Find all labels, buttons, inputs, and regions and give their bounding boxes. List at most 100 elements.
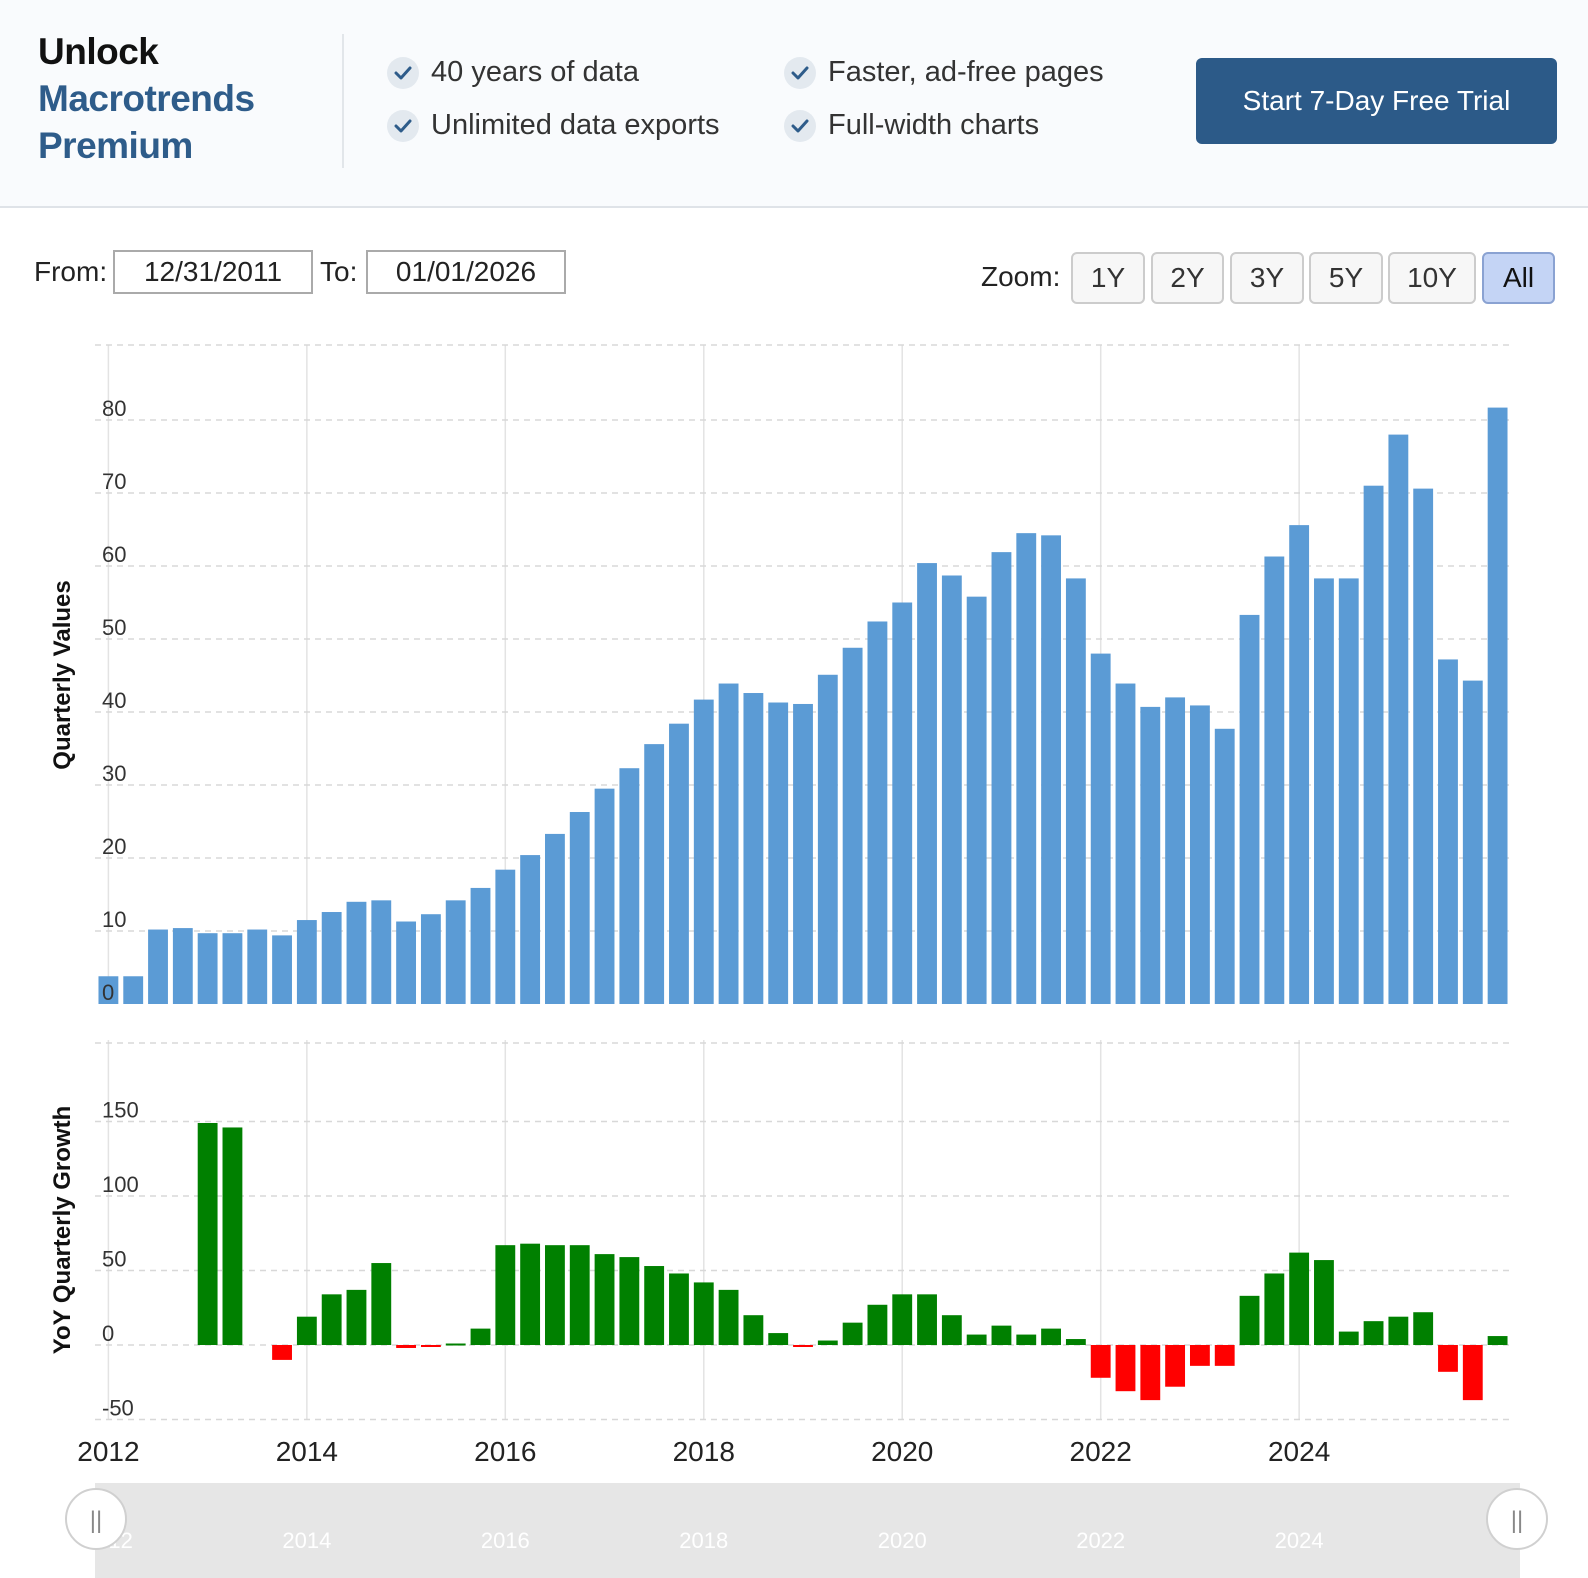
value-bar <box>1165 697 1186 1004</box>
growth-bar <box>644 1266 665 1345</box>
value-bar <box>396 921 417 1004</box>
x-tick-label: 2018 <box>673 1436 735 1467</box>
value-bar <box>1115 683 1136 1004</box>
y-tick-label: 150 <box>102 1098 139 1123</box>
navigator-year-label: 2024 <box>1275 1528 1324 1553</box>
value-bar <box>793 703 813 1004</box>
value-bar <box>842 647 863 1004</box>
value-bar <box>1140 706 1161 1004</box>
value-bar <box>1413 488 1434 1004</box>
value-bar <box>1438 659 1458 1004</box>
growth-bar <box>1041 1328 1061 1345</box>
y-tick-label: 80 <box>102 396 126 421</box>
value-bar <box>98 976 119 1004</box>
x-tick-label: 2022 <box>1070 1436 1132 1467</box>
value-bar <box>247 929 268 1004</box>
to-label: To: <box>320 256 358 287</box>
growth-bar <box>371 1263 392 1345</box>
value-bar <box>1239 614 1260 1004</box>
range-navigator[interactable]: 2012 2014 2016 2018 2020 2022 2024 || || <box>65 1483 1548 1578</box>
growth-bar <box>296 1316 317 1345</box>
banner-divider <box>342 34 344 168</box>
value-bar <box>817 674 838 1004</box>
y-tick-label: 70 <box>102 469 126 494</box>
value-bar <box>272 935 292 1004</box>
from-date-input[interactable]: 12/31/2011 <box>113 250 313 294</box>
growth-bar <box>445 1343 466 1346</box>
to-date-input[interactable]: 01/01/2026 <box>366 250 566 294</box>
growth-bar <box>1140 1345 1161 1401</box>
value-bar <box>470 887 491 1004</box>
growth-bar <box>966 1334 987 1345</box>
growth-bar <box>222 1127 243 1345</box>
navigator-right-handle[interactable] <box>1486 1488 1548 1550</box>
value-bar <box>594 788 615 1004</box>
feature-item: 40 years of data <box>387 56 639 89</box>
growth-bar <box>1189 1345 1210 1366</box>
growth-bar <box>1165 1345 1186 1387</box>
growth-bar <box>520 1243 541 1345</box>
x-tick-label: 2024 <box>1268 1436 1330 1467</box>
check-icon <box>387 56 419 89</box>
feature-item: Unlimited data exports <box>387 109 720 142</box>
feature-item: Full-width charts <box>784 109 1039 142</box>
growth-bar <box>991 1325 1012 1345</box>
value-bar <box>867 621 888 1004</box>
growth-bar <box>1214 1345 1235 1366</box>
zoom-label: Zoom: <box>981 261 1061 292</box>
value-bar <box>296 920 317 1004</box>
growth-bar <box>1090 1345 1111 1378</box>
check-icon <box>784 56 816 89</box>
growth-bar <box>1363 1321 1384 1345</box>
y-tick-label: -50 <box>102 1396 134 1421</box>
value-bar <box>1090 653 1111 1004</box>
feature-label: Faster, ad-free pages <box>828 56 1104 88</box>
value-bar <box>123 976 144 1004</box>
growth-bar <box>1115 1345 1136 1392</box>
check-icon <box>784 109 816 142</box>
value-bar <box>917 563 937 1004</box>
premium-banner: Unlock Macrotrends Premium 40 years of d… <box>0 0 1588 208</box>
growth-bar <box>569 1245 590 1345</box>
value-bar <box>991 552 1012 1004</box>
value-bar <box>346 901 367 1004</box>
check-icon <box>387 109 419 142</box>
value-bar <box>892 602 913 1004</box>
growth-bar <box>768 1333 789 1345</box>
y-tick-label: 60 <box>102 542 126 567</box>
navigator-year-label: 2012 <box>84 1528 133 1553</box>
zoom-all-button[interactable]: All <box>1482 252 1555 304</box>
growth-bar <box>1462 1345 1483 1401</box>
navigator-year-label: 2018 <box>679 1528 728 1553</box>
value-bar <box>941 575 962 1004</box>
growth-bar <box>470 1328 491 1345</box>
zoom-3y-button[interactable]: 3Y <box>1230 252 1304 304</box>
from-label: From: <box>34 256 108 287</box>
growth-bar <box>346 1289 367 1345</box>
zoom-10y-button[interactable]: 10Y <box>1388 252 1476 304</box>
start-trial-button[interactable]: Start 7-Day Free Trial <box>1196 58 1557 144</box>
zoom-1y-button[interactable]: 1Y <box>1071 252 1145 304</box>
value-bar <box>520 855 541 1004</box>
navigator-track <box>95 1483 1520 1578</box>
value-bar <box>619 768 640 1004</box>
growth-bar <box>1338 1331 1359 1345</box>
y-tick-label: 100 <box>102 1172 139 1197</box>
navigator-left-handle[interactable] <box>65 1488 127 1550</box>
y-tick-label: 50 <box>102 1247 126 1272</box>
zoom-5y-button[interactable]: 5Y <box>1309 252 1383 304</box>
navigator-year-label: 2020 <box>878 1528 927 1553</box>
growth-bar <box>619 1257 640 1345</box>
value-bar <box>172 928 193 1004</box>
y-axis-label-quarterly-values: Quarterly Values <box>49 580 76 769</box>
value-bar <box>222 933 243 1004</box>
zoom-2y-button[interactable]: 2Y <box>1151 252 1224 304</box>
growth-bar <box>1264 1273 1285 1345</box>
value-bar <box>1487 407 1508 1005</box>
y-tick-label: 50 <box>102 615 126 640</box>
growth-bar <box>197 1122 218 1345</box>
growth-bar <box>718 1289 739 1345</box>
value-bar <box>1289 525 1310 1004</box>
value-bar <box>1016 533 1037 1004</box>
value-bar <box>420 914 441 1004</box>
